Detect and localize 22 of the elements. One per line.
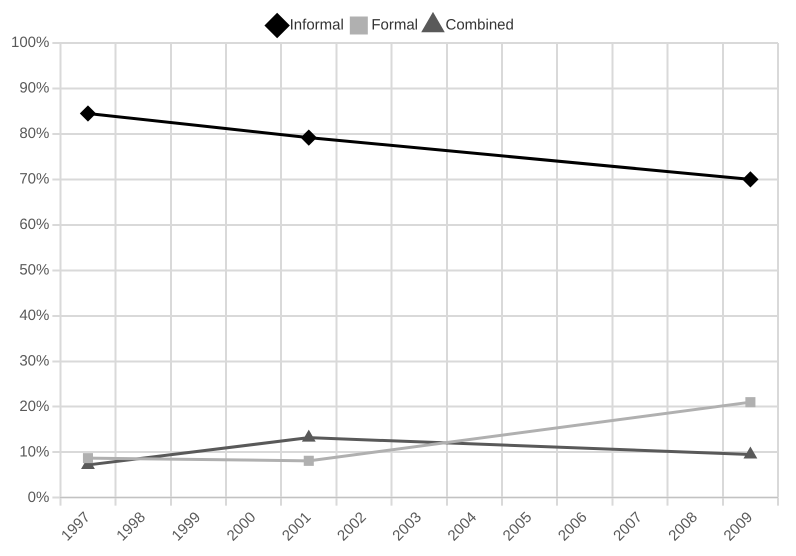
y-tick-label: 90% [19,80,50,97]
y-tick-label: 10% [19,443,50,460]
legend-label: Informal [290,16,344,34]
point [304,456,314,466]
y-tick-label: 60% [19,216,50,234]
y-tick-label: 80% [19,125,50,142]
point [80,106,96,121]
y-tick-label: 0% [28,488,50,506]
legend-label: Combined [445,16,514,34]
y-tick-label: 50% [19,261,50,278]
y-tick-label: 30% [19,352,50,370]
point [742,172,758,187]
point [302,431,315,442]
point [301,130,316,146]
y-tick-label: 70% [19,170,50,188]
point [745,397,756,408]
y-tick-label: 40% [19,306,50,324]
y-tick-label: 20% [19,398,50,415]
y-tick-label: 100% [10,34,50,52]
legend-label: Formal [371,16,418,34]
point [82,453,93,464]
point [744,448,756,458]
